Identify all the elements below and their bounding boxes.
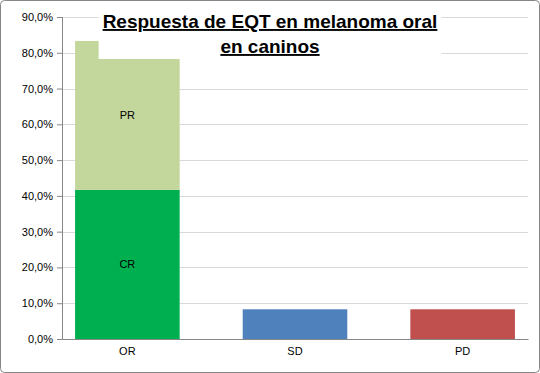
y-tick-mark [57,267,62,268]
y-tick-label: 40,0% [22,190,53,202]
y-tick-mark [57,89,62,90]
bar [410,309,515,339]
series-label: CR [119,258,135,270]
y-tick-label: 0,0% [28,333,53,345]
y-tick-mark [57,160,62,161]
y-tick: 30,0% [22,226,62,238]
x-axis: OR SD PD [63,340,529,357]
x-tick: OR [119,345,136,357]
grid [62,18,528,340]
y-tick-label: 60,0% [22,118,53,130]
y-tick-mark [57,339,62,340]
y-tick: 90,0% [22,11,62,23]
y-axis-line [57,18,63,340]
y-tick: 20,0% [22,261,62,273]
y-tick: 70,0% [22,83,62,95]
y-tick-mark [57,232,62,233]
y-tick-mark [57,303,62,304]
y-tick-label: 30,0% [22,226,53,238]
y-tick: 60,0% [22,118,62,130]
chart: CR PR 0,0% 10,0% 20,0% 30,0% 40,0% 50,0% 60,0% 70… [0,0,540,373]
grid-line [62,339,528,340]
title: Respuesta de EQT en melanoma oralen cani… [103,11,438,57]
series-label: PR [120,109,135,121]
x-tick: PD [455,345,470,357]
x-tick-label: PD [455,345,470,357]
y-tick-label: 70,0% [22,83,53,95]
x-tick: SD [287,345,302,357]
x-axis-line [63,339,529,340]
y-tick-label: 90,0% [22,11,53,23]
bar [75,190,180,339]
chart-border [1,1,540,373]
bar [75,41,180,190]
bars [75,41,515,339]
title-background [99,9,442,59]
y-tick: 80,0% [22,47,62,59]
y-tick: 40,0% [22,190,62,202]
y-tick-label: 80,0% [22,47,53,59]
y-tick: 10,0% [22,297,62,309]
y-tick-label: 10,0% [22,297,53,309]
y-tick-label: 50,0% [22,154,53,166]
y-tick-mark [57,124,62,125]
y-tick-mark [57,53,62,54]
bar-labels: CR PR [119,109,135,270]
bar [243,309,348,339]
y-tick-label: 20,0% [22,261,53,273]
y-tick: 0,0% [28,333,62,345]
y-axis: 0,0% 10,0% 20,0% 30,0% 40,0% 50,0% 60,0% 70,0% 8… [22,11,63,345]
y-tick: 50,0% [22,154,62,166]
y-tick-mark [57,196,62,197]
y-tick-mark [57,17,62,18]
x-tick-label: SD [287,345,302,357]
x-tick-label: OR [119,345,136,357]
